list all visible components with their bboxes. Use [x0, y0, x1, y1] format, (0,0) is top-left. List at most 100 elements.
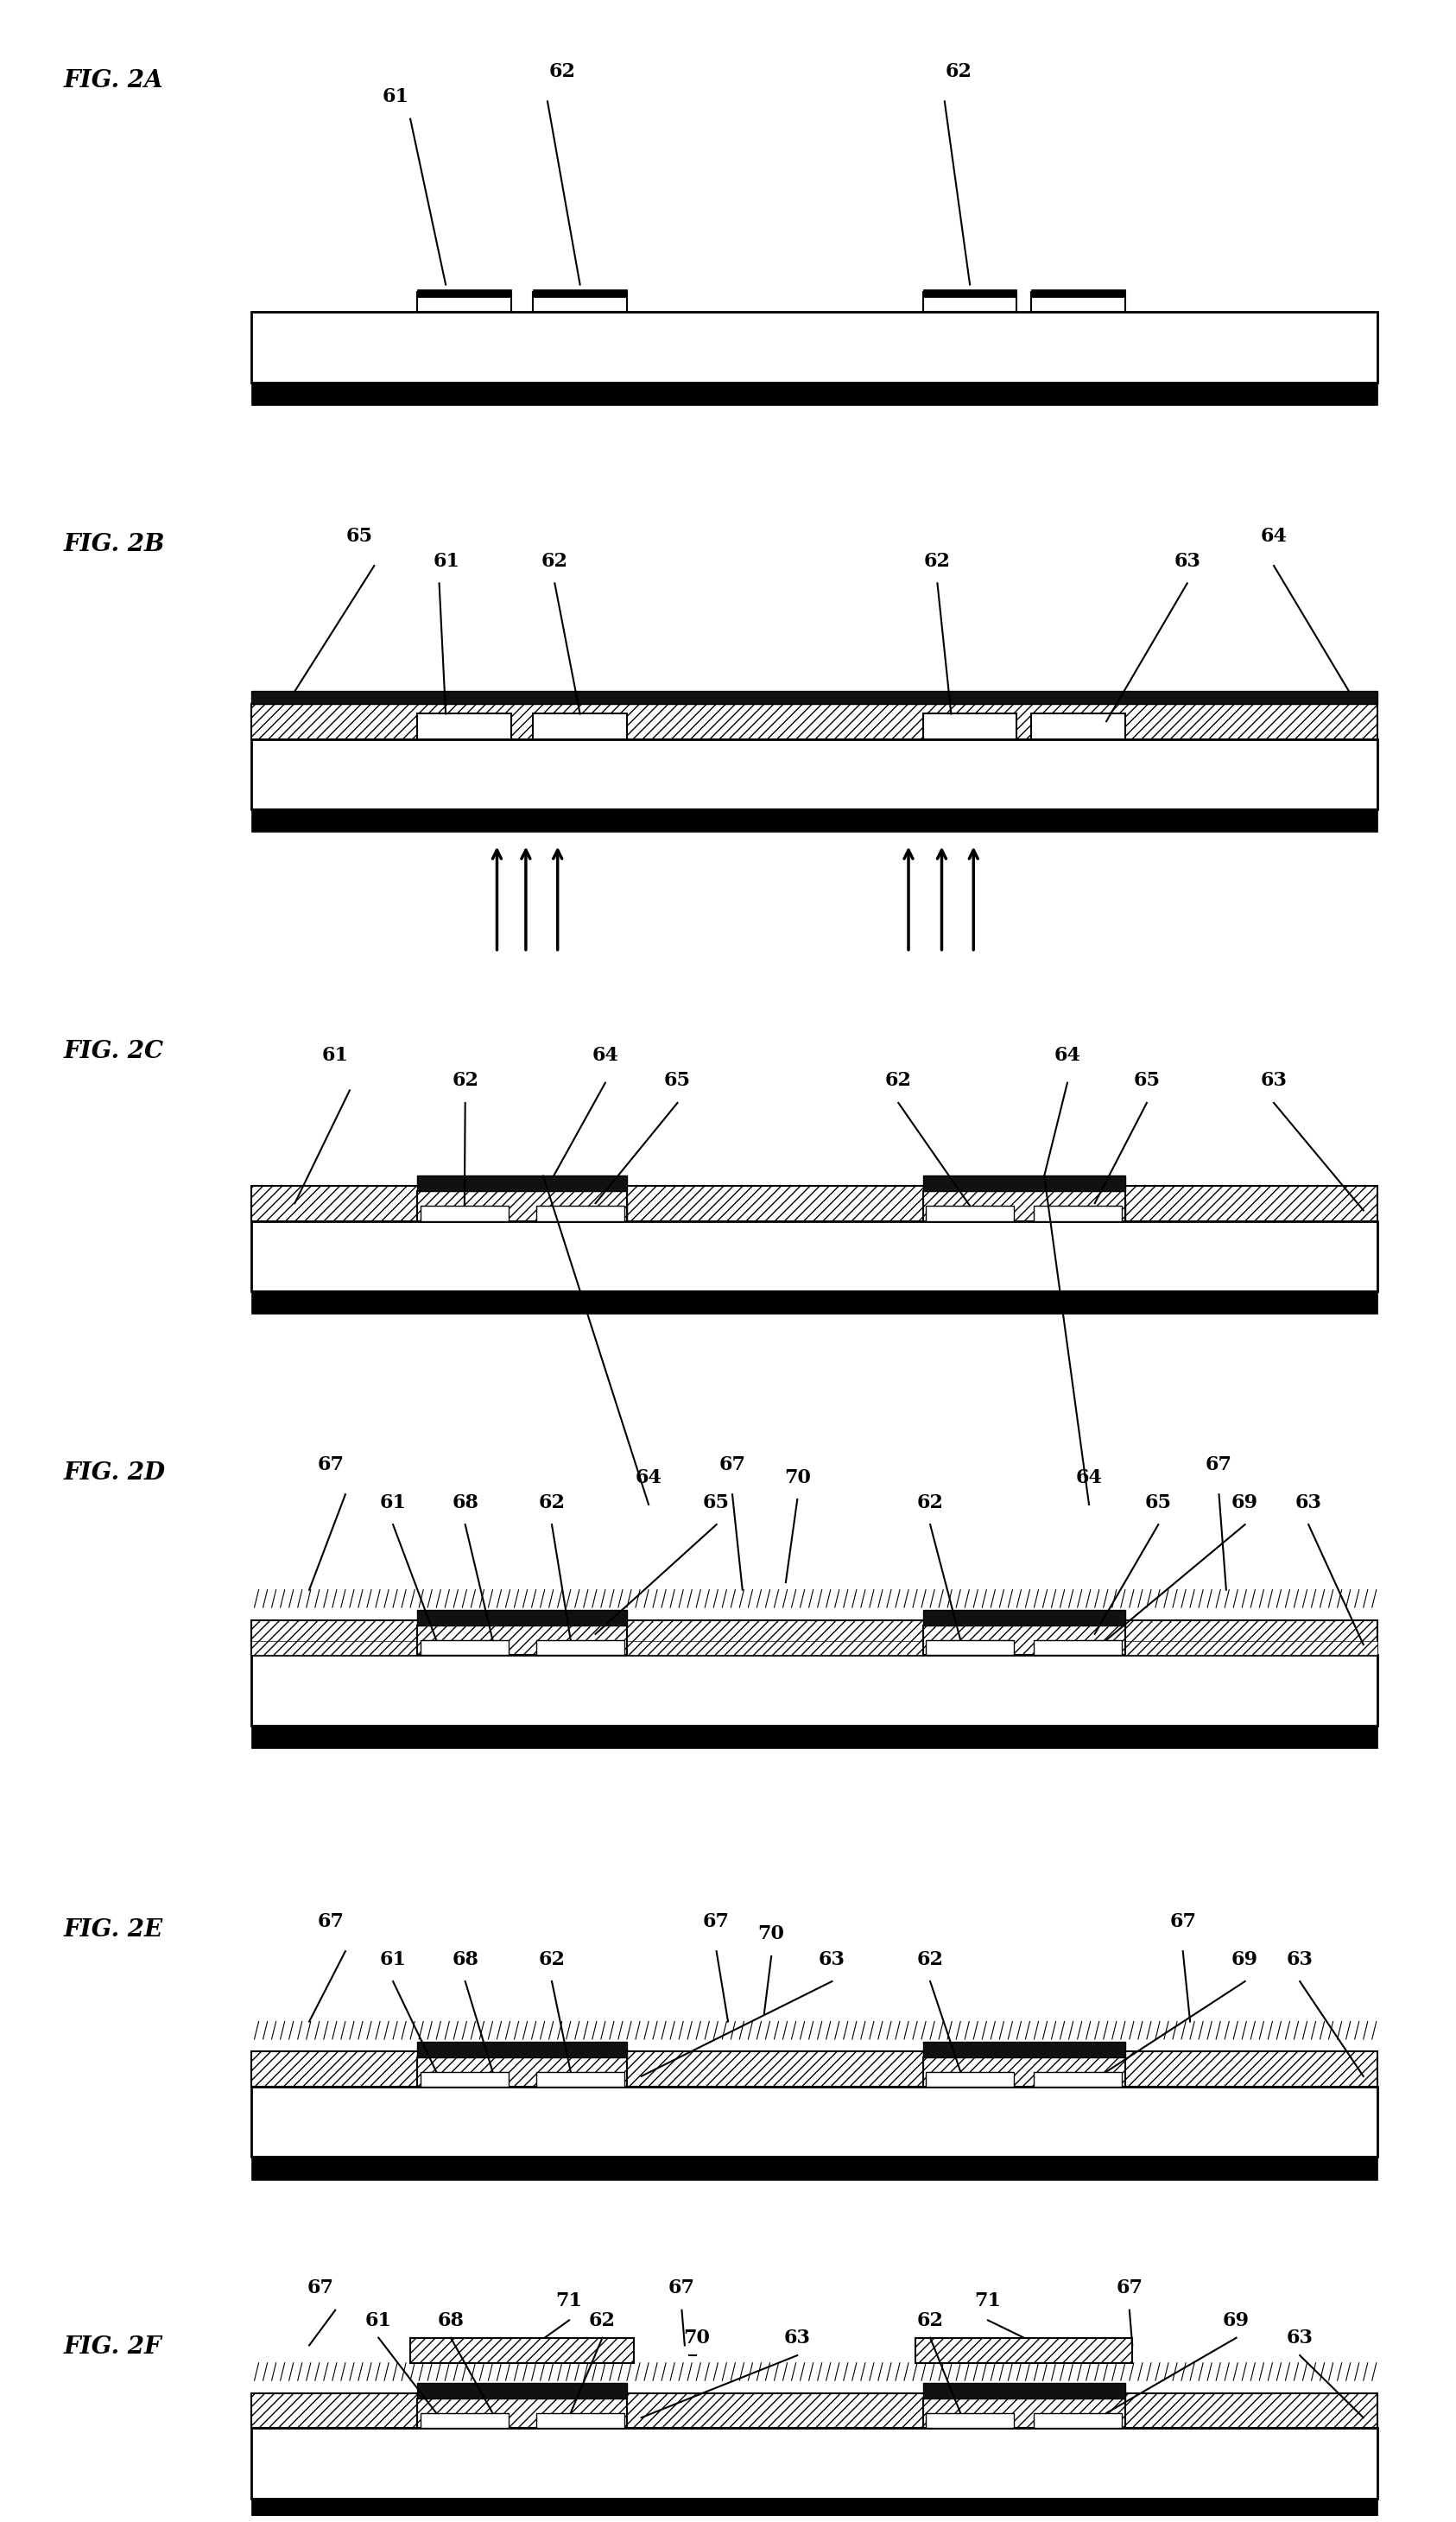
Text: 62: 62 — [917, 2310, 943, 2330]
Bar — [923, 2398, 1125, 2429]
Bar — [923, 293, 1016, 313]
Text: 62: 62 — [451, 1072, 479, 1090]
Bar — [421, 2071, 508, 2086]
Bar — [533, 1200, 628, 1221]
Text: 62: 62 — [945, 63, 973, 81]
Bar — [252, 810, 1377, 832]
Text: 62: 62 — [885, 1072, 911, 1090]
Bar — [252, 1642, 1377, 1654]
Text: 65: 65 — [1133, 1072, 1160, 1090]
Text: 61: 61 — [432, 552, 460, 570]
Bar — [926, 1206, 1013, 1221]
Bar — [533, 714, 628, 739]
Text: 61: 61 — [322, 1047, 348, 1064]
Text: 69: 69 — [1232, 1950, 1258, 1970]
Text: 64: 64 — [1261, 527, 1287, 545]
Text: FIG. 2D: FIG. 2D — [64, 1463, 166, 1485]
Text: 68: 68 — [451, 1493, 479, 1513]
Text: 67: 67 — [307, 2280, 335, 2298]
Text: 68: 68 — [437, 2310, 464, 2330]
Text: 63: 63 — [1174, 552, 1201, 570]
Bar — [252, 383, 1377, 406]
Text: 67: 67 — [317, 1455, 344, 1475]
Bar — [1034, 1206, 1123, 1221]
Text: 63: 63 — [1287, 1950, 1313, 1970]
Bar — [923, 1175, 1125, 1190]
Text: 67: 67 — [719, 1455, 745, 1475]
Bar — [536, 1639, 625, 1654]
Bar — [252, 2499, 1377, 2522]
Text: 64: 64 — [1054, 1047, 1080, 1064]
Bar — [923, 2043, 1125, 2058]
Bar — [252, 691, 1377, 704]
Text: 70: 70 — [759, 1924, 785, 1944]
Bar — [1031, 714, 1125, 739]
Text: 61: 61 — [383, 88, 409, 106]
Text: 71: 71 — [974, 2290, 1002, 2310]
Bar — [1034, 2414, 1123, 2429]
Text: 62: 62 — [917, 1493, 943, 1513]
Bar — [252, 1185, 1377, 1221]
Bar — [252, 1654, 1377, 1725]
Bar — [252, 1725, 1377, 1748]
Bar — [536, 2414, 625, 2429]
Bar — [252, 2156, 1377, 2179]
Bar — [418, 1609, 628, 1624]
Bar — [418, 1190, 628, 1221]
Bar — [1031, 290, 1125, 298]
Bar — [418, 2058, 628, 2086]
Text: 68: 68 — [451, 1950, 479, 1970]
Text: 67: 67 — [317, 1912, 344, 1932]
Bar — [418, 2398, 628, 2429]
Text: 64: 64 — [1076, 1468, 1102, 1488]
Bar — [418, 293, 511, 313]
Bar — [252, 2086, 1377, 2156]
Text: 63: 63 — [783, 2328, 811, 2348]
Text: 65: 65 — [664, 1072, 690, 1090]
Bar — [923, 1190, 1125, 1221]
Bar — [926, 1639, 1013, 1654]
Bar — [411, 2338, 635, 2363]
Bar — [916, 2338, 1133, 2363]
Bar — [418, 1624, 628, 1654]
Bar — [252, 1619, 1377, 1654]
Bar — [252, 313, 1377, 383]
Bar — [1034, 1639, 1123, 1654]
Text: FIG. 2F: FIG. 2F — [64, 2335, 162, 2358]
Bar — [418, 1200, 511, 1221]
Bar — [926, 2071, 1013, 2086]
Text: 67: 67 — [703, 1912, 729, 1932]
Text: 62: 62 — [539, 1493, 565, 1513]
Bar — [421, 2414, 508, 2429]
Text: FIG. 2C: FIG. 2C — [64, 1039, 165, 1064]
Text: 62: 62 — [917, 1950, 943, 1970]
Bar — [418, 2383, 628, 2398]
Text: 69: 69 — [1232, 1493, 1258, 1513]
Bar — [418, 714, 511, 739]
Text: 61: 61 — [365, 2310, 392, 2330]
Bar — [536, 2071, 625, 2086]
Text: 63: 63 — [818, 1950, 846, 1970]
Text: FIG. 2E: FIG. 2E — [64, 1919, 163, 1942]
Text: 67: 67 — [1206, 1455, 1232, 1475]
Text: 63: 63 — [1261, 1072, 1287, 1090]
Text: 64: 64 — [635, 1468, 662, 1488]
Bar — [252, 1221, 1377, 1291]
Text: 70: 70 — [683, 2328, 709, 2348]
Text: 62: 62 — [542, 552, 568, 570]
Text: 67: 67 — [1117, 2280, 1143, 2298]
Text: 62: 62 — [539, 1950, 565, 1970]
Bar — [533, 290, 628, 298]
Text: 67: 67 — [1169, 1912, 1197, 1932]
Bar — [923, 2058, 1125, 2086]
Bar — [536, 1206, 625, 1221]
Bar — [923, 1624, 1125, 1654]
Bar — [418, 1175, 628, 1190]
Bar — [1031, 293, 1125, 313]
Text: 61: 61 — [380, 1950, 406, 1970]
Bar — [421, 1206, 508, 1221]
Text: 63: 63 — [1287, 2328, 1313, 2348]
Text: 61: 61 — [380, 1493, 406, 1513]
Text: 63: 63 — [1296, 1493, 1322, 1513]
Bar — [421, 1639, 508, 1654]
